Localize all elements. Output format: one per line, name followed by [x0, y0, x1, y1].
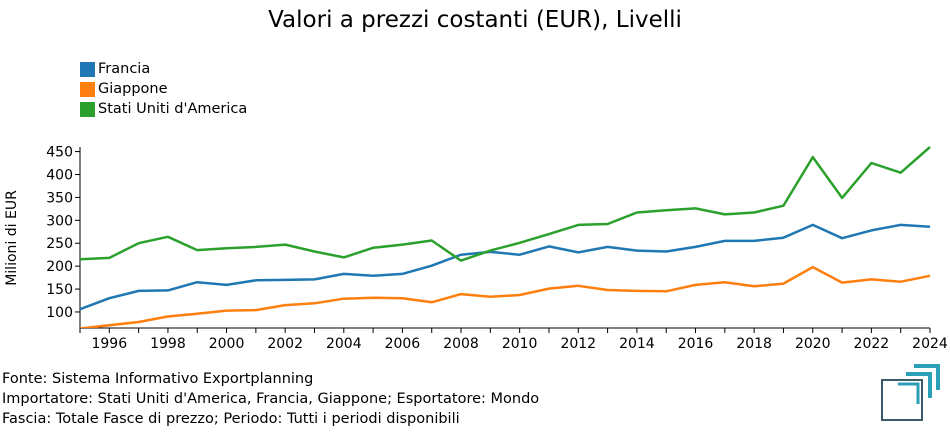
legend-label-stati-uniti: Stati Uniti d'America	[98, 101, 248, 117]
x-tick-label: 2018	[736, 336, 772, 352]
legend: Francia Giappone Stati Uniti d'America	[80, 59, 247, 119]
legend-item-francia[interactable]: Francia	[80, 59, 247, 79]
chart-title: Valori a prezzi costanti (EUR), Livelli	[268, 7, 682, 33]
legend-swatch-francia	[80, 61, 95, 77]
y-tick-label: 350	[46, 190, 73, 206]
x-tick-label: 1996	[91, 336, 127, 352]
x-tick-label: 2002	[267, 336, 303, 352]
legend-swatch-stati-uniti	[80, 101, 95, 117]
x-tick-label: 2008	[443, 336, 479, 352]
legend-label-giappone: Giappone	[98, 81, 168, 97]
series-line-giappone	[80, 265, 931, 328]
x-tick-label: 2010	[502, 336, 538, 352]
y-tick-label: 150	[46, 282, 73, 298]
x-tick-label: 2014	[619, 336, 655, 352]
y-axis: 100 150 200 250 300 350 400 450	[46, 145, 81, 328]
x-tick-label: 2024	[912, 336, 948, 352]
x-tick-label: 2016	[678, 336, 714, 352]
x-tick-label: 2006	[385, 336, 421, 352]
footnote-range: Fascia: Totale Fasce di prezzo; Periodo:…	[2, 411, 460, 427]
legend-label-francia: Francia	[98, 61, 151, 77]
exportplanning-logo-icon	[881, 364, 940, 421]
y-axis-label: Milioni di EUR	[4, 190, 20, 286]
x-tick-label: 2020	[795, 336, 831, 352]
y-tick-label: 400	[46, 167, 73, 183]
series-line-francia	[80, 223, 931, 311]
y-tick-label: 300	[46, 213, 73, 229]
legend-swatch-giappone	[80, 81, 95, 97]
legend-item-giappone[interactable]: Giappone	[80, 79, 247, 99]
y-tick-label: 100	[46, 305, 73, 321]
x-axis: 1996 1998 2000 2002 2004 2006 2008 2010 2012 2014…	[79, 327, 948, 352]
footnote-importer: Importatore: Stati Uniti d'America, Fran…	[2, 391, 540, 407]
x-tick-label: 2004	[326, 336, 362, 352]
series-lines	[80, 146, 931, 328]
series-line-stati-uniti-d-america	[80, 146, 931, 262]
legend-item-stati-uniti[interactable]: Stati Uniti d'America	[80, 99, 247, 119]
y-tick-label: 450	[46, 145, 73, 161]
x-tick-label: 2000	[209, 336, 245, 352]
y-tick-label: 200	[46, 259, 73, 275]
x-tick-label: 1998	[150, 336, 186, 352]
x-tick-label: 2022	[854, 336, 890, 352]
y-tick-label: 250	[46, 236, 73, 252]
footnote-source: Fonte: Sistema Informativo Exportplannin…	[2, 371, 314, 387]
x-tick-label: 2012	[560, 336, 596, 352]
